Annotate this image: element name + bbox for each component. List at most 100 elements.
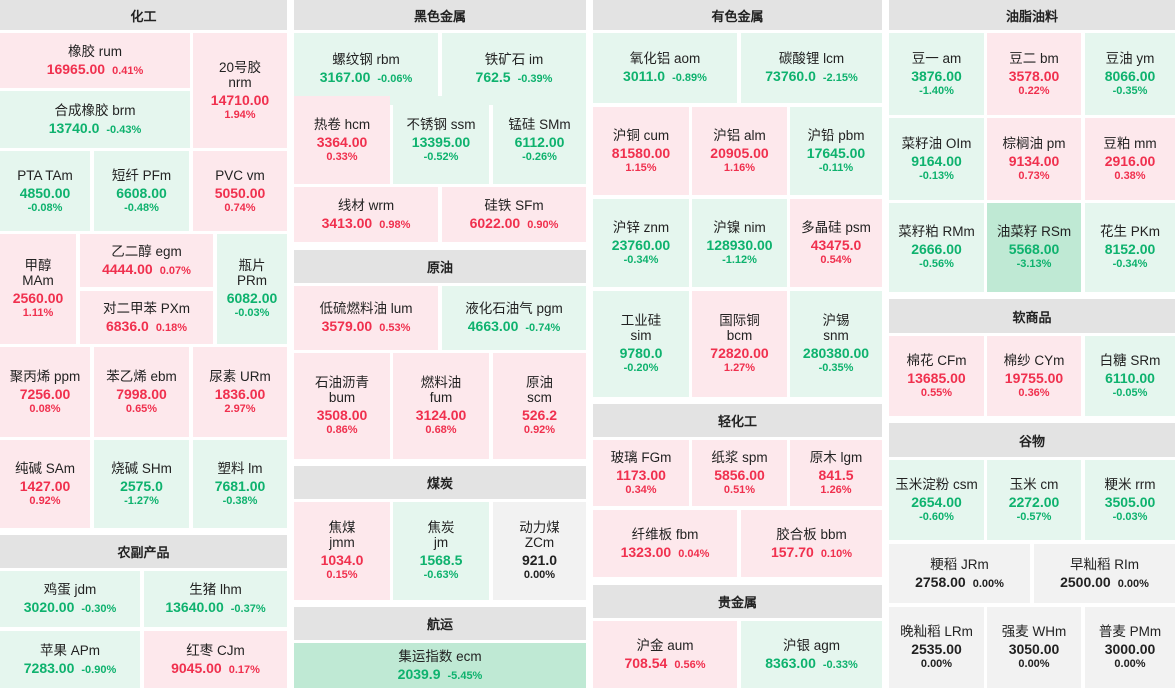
quote-values: 526.2 0.92% xyxy=(522,407,557,437)
commodity-tile[interactable]: 红枣 CJm 9045.00 0.17% xyxy=(144,631,287,688)
commodity-tile[interactable]: 原油 scm 526.2 0.92% xyxy=(493,353,586,459)
commodity-tile[interactable]: 玻璃 FGm 1173.00 0.34% xyxy=(593,440,689,506)
commodity-tile[interactable]: 花生 PKm 8152.00 -0.34% xyxy=(1085,203,1175,292)
commodity-tile[interactable]: 苯乙烯 ebm 7998.00 0.65% xyxy=(94,347,189,437)
commodity-name: 低硫燃料油 lum xyxy=(319,301,413,316)
commodity-tile[interactable]: 棉纱 CYm 19755.00 0.36% xyxy=(987,336,1081,416)
quote-values: 2560.00 1.11% xyxy=(13,290,64,320)
commodity-tile[interactable]: 焦炭 jm 1568.5 -0.63% xyxy=(393,502,489,600)
commodity-tile[interactable]: 锰硅 SMm 6112.00 -0.26% xyxy=(493,96,586,184)
quote-values: 13640.00 -0.37% xyxy=(165,599,265,616)
commodity-tile[interactable]: 动力煤 ZCm 921.0 0.00% xyxy=(493,502,586,600)
commodity-tile[interactable]: 普麦 PMm 3000.00 0.00% xyxy=(1085,607,1175,688)
commodity-change: -0.35% xyxy=(1112,84,1148,97)
commodity-tile[interactable]: 沪铜 cum 81580.00 1.15% xyxy=(593,107,689,195)
commodity-tile[interactable]: 晚籼稻 LRm 2535.00 0.00% xyxy=(889,607,984,688)
commodity-price: 2666.00 xyxy=(911,241,962,257)
commodity-tile[interactable]: 硅铁 SFm 6022.00 0.90% xyxy=(442,187,586,242)
commodity-tile[interactable]: 玉米 cm 2272.00 -0.57% xyxy=(987,460,1081,540)
commodity-name: 国际铜 bcm xyxy=(719,313,760,343)
commodity-tile[interactable]: 合成橡胶 brm 13740.0 -0.43% xyxy=(0,91,190,148)
commodity-tile[interactable]: 短纤 PFm 6608.00 -0.48% xyxy=(94,151,189,231)
commodity-tile[interactable]: 棕榈油 pm 9134.00 0.73% xyxy=(987,118,1081,200)
commodity-tile[interactable]: 乙二醇 egm 4444.00 0.07% xyxy=(80,234,213,287)
commodity-tile[interactable]: PVC vm 5050.00 0.74% xyxy=(193,151,287,231)
commodity-tile[interactable]: 甲醇 MAm 2560.00 1.11% xyxy=(0,234,76,344)
commodity-tile[interactable]: 棉花 CFm 13685.00 0.55% xyxy=(889,336,984,416)
commodity-tile[interactable]: 线材 wrm 3413.00 0.98% xyxy=(294,187,438,242)
commodity-change: -0.89% xyxy=(672,72,707,84)
quote-values: 3011.0 -0.89% xyxy=(623,68,707,85)
commodity-tile[interactable]: 塑料 lm 7681.00 -0.38% xyxy=(193,440,287,528)
commodity-tile[interactable]: 碳酸锂 lcm 73760.0 -2.15% xyxy=(741,33,882,103)
commodity-tile[interactable]: 20号胶 nrm 14710.00 1.94% xyxy=(193,33,287,148)
commodity-tile[interactable]: 烧碱 SHm 2575.0 -1.27% xyxy=(94,440,189,528)
commodity-name-line: 原油 xyxy=(526,375,553,390)
commodity-tile[interactable]: 沪银 agm 8363.00 -0.33% xyxy=(741,621,882,688)
commodity-tile[interactable]: 瓶片 PRm 6082.00 -0.03% xyxy=(217,234,287,344)
commodity-tile[interactable]: 纯碱 SAm 1427.00 0.92% xyxy=(0,440,90,528)
commodity-tile[interactable]: 焦煤 jmm 1034.0 0.15% xyxy=(294,502,390,600)
commodity-tile[interactable]: 低硫燃料油 lum 3579.00 0.53% xyxy=(294,286,438,350)
commodity-tile[interactable]: 豆一 am 3876.00 -1.40% xyxy=(889,33,984,115)
commodity-price: 2916.00 xyxy=(1104,152,1156,169)
commodity-tile[interactable]: 强麦 WHm 3050.00 0.00% xyxy=(987,607,1081,688)
commodity-tile[interactable]: 沪锡 snm 280380.00 -0.35% xyxy=(790,291,882,397)
commodity-tile[interactable]: 热卷 hcm 3364.00 0.33% xyxy=(294,96,390,184)
commodity-tile[interactable]: 菜籽油 OIm 9164.00 -0.13% xyxy=(889,118,984,200)
commodity-tile[interactable]: 纤维板 fbm 1323.00 0.04% xyxy=(593,510,737,577)
commodity-name: 沪铜 cum xyxy=(612,127,670,143)
commodity-tile[interactable]: 橡胶 rum 16965.00 0.41% xyxy=(0,33,190,88)
commodity-tile[interactable]: 豆粕 mm 2916.00 0.38% xyxy=(1085,118,1175,200)
commodity-name-line: 工业硅 xyxy=(620,313,662,328)
commodity-tile[interactable]: 鸡蛋 jdm 3020.00 -0.30% xyxy=(0,571,140,627)
commodity-name: 豆粕 mm xyxy=(1103,135,1157,151)
commodity-tile[interactable]: 豆油 ym 8066.00 -0.35% xyxy=(1085,33,1175,115)
commodity-tile[interactable]: 氧化铝 aom 3011.0 -0.89% xyxy=(593,33,737,103)
commodity-tile[interactable]: PTA TAm 4850.00 -0.08% xyxy=(0,151,90,231)
commodity-change: -0.26% xyxy=(522,150,557,163)
commodity-tile[interactable]: 豆二 bm 3578.00 0.22% xyxy=(987,33,1081,115)
commodity-price: 20905.00 xyxy=(710,144,769,161)
commodity-tile[interactable]: 多晶硅 psm 43475.0 0.54% xyxy=(790,199,882,287)
commodity-tile[interactable]: 尿素 URm 1836.00 2.97% xyxy=(193,347,287,437)
commodity-tile[interactable]: 玉米淀粉 csm 2654.00 -0.60% xyxy=(889,460,984,540)
commodity-tile[interactable]: 液化石油气 pgm 4663.00 -0.74% xyxy=(442,286,586,350)
commodity-name-line: bcm xyxy=(726,328,753,343)
commodity-tile[interactable]: 苹果 APm 7283.00 -0.90% xyxy=(0,631,140,688)
commodity-tile[interactable]: 生猪 lhm 13640.00 -0.37% xyxy=(144,571,287,627)
commodity-tile[interactable]: 粳稻 JRm 2758.00 0.00% xyxy=(889,544,1030,603)
commodity-tile[interactable]: 国际铜 bcm 72820.00 1.27% xyxy=(692,291,787,397)
commodity-tile[interactable]: 白糖 SRm 6110.00 -0.05% xyxy=(1085,336,1175,416)
commodity-tile[interactable]: 铁矿石 im 762.5 -0.39% xyxy=(442,33,586,105)
commodity-tile[interactable]: 沪镍 nim 128930.00 -1.12% xyxy=(692,199,787,287)
commodity-tile[interactable]: 沪铅 pbm 17645.00 -0.11% xyxy=(790,107,882,195)
section-header: 软商品 xyxy=(889,299,1175,333)
commodity-tile[interactable]: 原木 lgm 841.5 1.26% xyxy=(790,440,882,506)
commodity-tile[interactable]: 沪金 aum 708.54 0.56% xyxy=(593,621,737,688)
commodity-tile[interactable]: 沪锌 znm 23760.00 -0.34% xyxy=(593,199,689,287)
commodity-tile[interactable]: 工业硅 sim 9780.0 -0.20% xyxy=(593,291,689,397)
commodity-name-line: snm xyxy=(823,328,849,343)
section-header: 谷物 xyxy=(889,423,1175,457)
commodity-change: 0.22% xyxy=(1018,84,1050,97)
commodity-tile[interactable]: 油菜籽 RSm 5568.00 -3.13% xyxy=(987,203,1081,292)
commodity-tile[interactable]: 沪铝 alm 20905.00 1.16% xyxy=(692,107,787,195)
commodity-tile[interactable]: 菜籽粕 RMm 2666.00 -0.56% xyxy=(889,203,984,292)
quote-values: 3508.00 0.86% xyxy=(317,407,368,437)
quote-values: 280380.00 -0.35% xyxy=(803,345,869,375)
quote-values: 43475.0 0.54% xyxy=(811,237,862,267)
commodity-tile[interactable]: 石油沥青 bum 3508.00 0.86% xyxy=(294,353,390,459)
commodity-tile[interactable]: 螺纹钢 rbm 3167.00 -0.06% xyxy=(294,33,438,105)
commodity-name-line: nrm xyxy=(228,74,252,90)
commodity-price: 3508.00 xyxy=(316,407,368,423)
commodity-tile[interactable]: 早籼稻 RIm 2500.00 0.00% xyxy=(1034,544,1175,603)
commodity-tile[interactable]: 胶合板 bbm 157.70 0.10% xyxy=(741,510,882,577)
commodity-tile[interactable]: 对二甲苯 PXm 6836.0 0.18% xyxy=(80,291,213,344)
commodity-tile[interactable]: 纸浆 spm 5856.00 0.51% xyxy=(692,440,787,506)
commodity-tile[interactable]: 燃料油 fum 3124.00 0.68% xyxy=(393,353,489,459)
commodity-tile[interactable]: 聚丙烯 ppm 7256.00 0.08% xyxy=(0,347,90,437)
commodity-tile[interactable]: 集运指数 ecm 2039.9 -5.45% xyxy=(294,643,586,688)
commodity-tile[interactable]: 粳米 rrm 3505.00 -0.03% xyxy=(1085,460,1175,540)
commodity-tile[interactable]: 不锈钢 ssm 13395.00 -0.52% xyxy=(393,96,489,184)
